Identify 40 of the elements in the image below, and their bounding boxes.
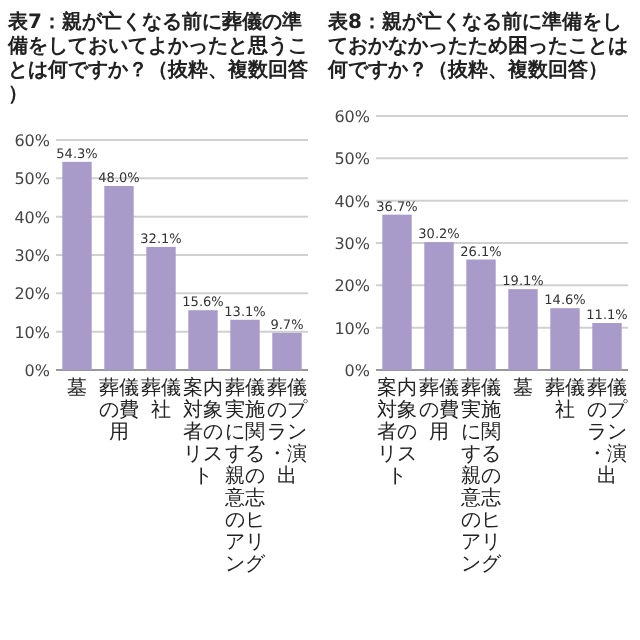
y-tick-label: 30% — [14, 247, 51, 265]
bar — [382, 214, 412, 370]
y-tick-label: 20% — [334, 277, 371, 296]
bar — [104, 186, 134, 370]
chart-title: 表7：親が亡くなる前に葬儀の準備をしておいてよかったと思うことは何ですか？（抜粋、複数回答） — [6, 10, 310, 106]
x-tick-label: 葬儀社 — [545, 376, 585, 422]
x-tick-label: 葬儀の費用 — [99, 376, 139, 444]
bar — [230, 319, 260, 370]
bar — [272, 332, 302, 370]
bar — [466, 259, 496, 370]
bar — [550, 308, 580, 370]
y-tick-label: 10% — [334, 319, 371, 338]
y-tick-label: 40% — [334, 192, 371, 211]
y-tick-label: 30% — [334, 235, 371, 253]
x-tick-label: 墓 — [67, 376, 87, 400]
x-tick-label: 葬儀のプラン・演出 — [587, 376, 629, 488]
y-tick-label: 60% — [14, 132, 51, 150]
category-label: 葬儀実施に関する親の意志のヒアリング — [461, 378, 501, 576]
y-tick-label: 0% — [24, 362, 51, 380]
y-tick-label: 20% — [14, 285, 51, 304]
y-tick-label: 60% — [334, 108, 371, 126]
bar — [188, 310, 218, 370]
bar — [146, 246, 176, 370]
category-label: 葬儀実施に関する親の意志のヒアリング — [225, 378, 265, 576]
x-tick-label: 墓 — [513, 376, 533, 400]
y-tick-label: 50% — [14, 170, 51, 189]
bar — [508, 289, 538, 370]
x-tick-label: 案内対象者のリスト — [377, 376, 417, 488]
y-tick-label: 50% — [334, 150, 371, 169]
x-tick-label: 案内対象者のリスト — [183, 376, 223, 488]
bar — [424, 242, 454, 370]
bar — [592, 323, 622, 370]
y-tick-label: 10% — [14, 323, 51, 342]
y-tick-label: 40% — [14, 208, 51, 227]
x-tick-label: 葬儀の費用 — [419, 376, 459, 444]
bar — [62, 161, 92, 370]
x-tick-label: 葬儀のプラン・演出 — [267, 376, 309, 488]
chart-title: 表8：親が亡くなる前に準備をしておかなかったため困ったことは何ですか？（抜粋、複数回答） — [326, 10, 628, 82]
x-tick-label: 葬儀社 — [141, 376, 181, 422]
y-tick-label: 0% — [344, 362, 371, 380]
